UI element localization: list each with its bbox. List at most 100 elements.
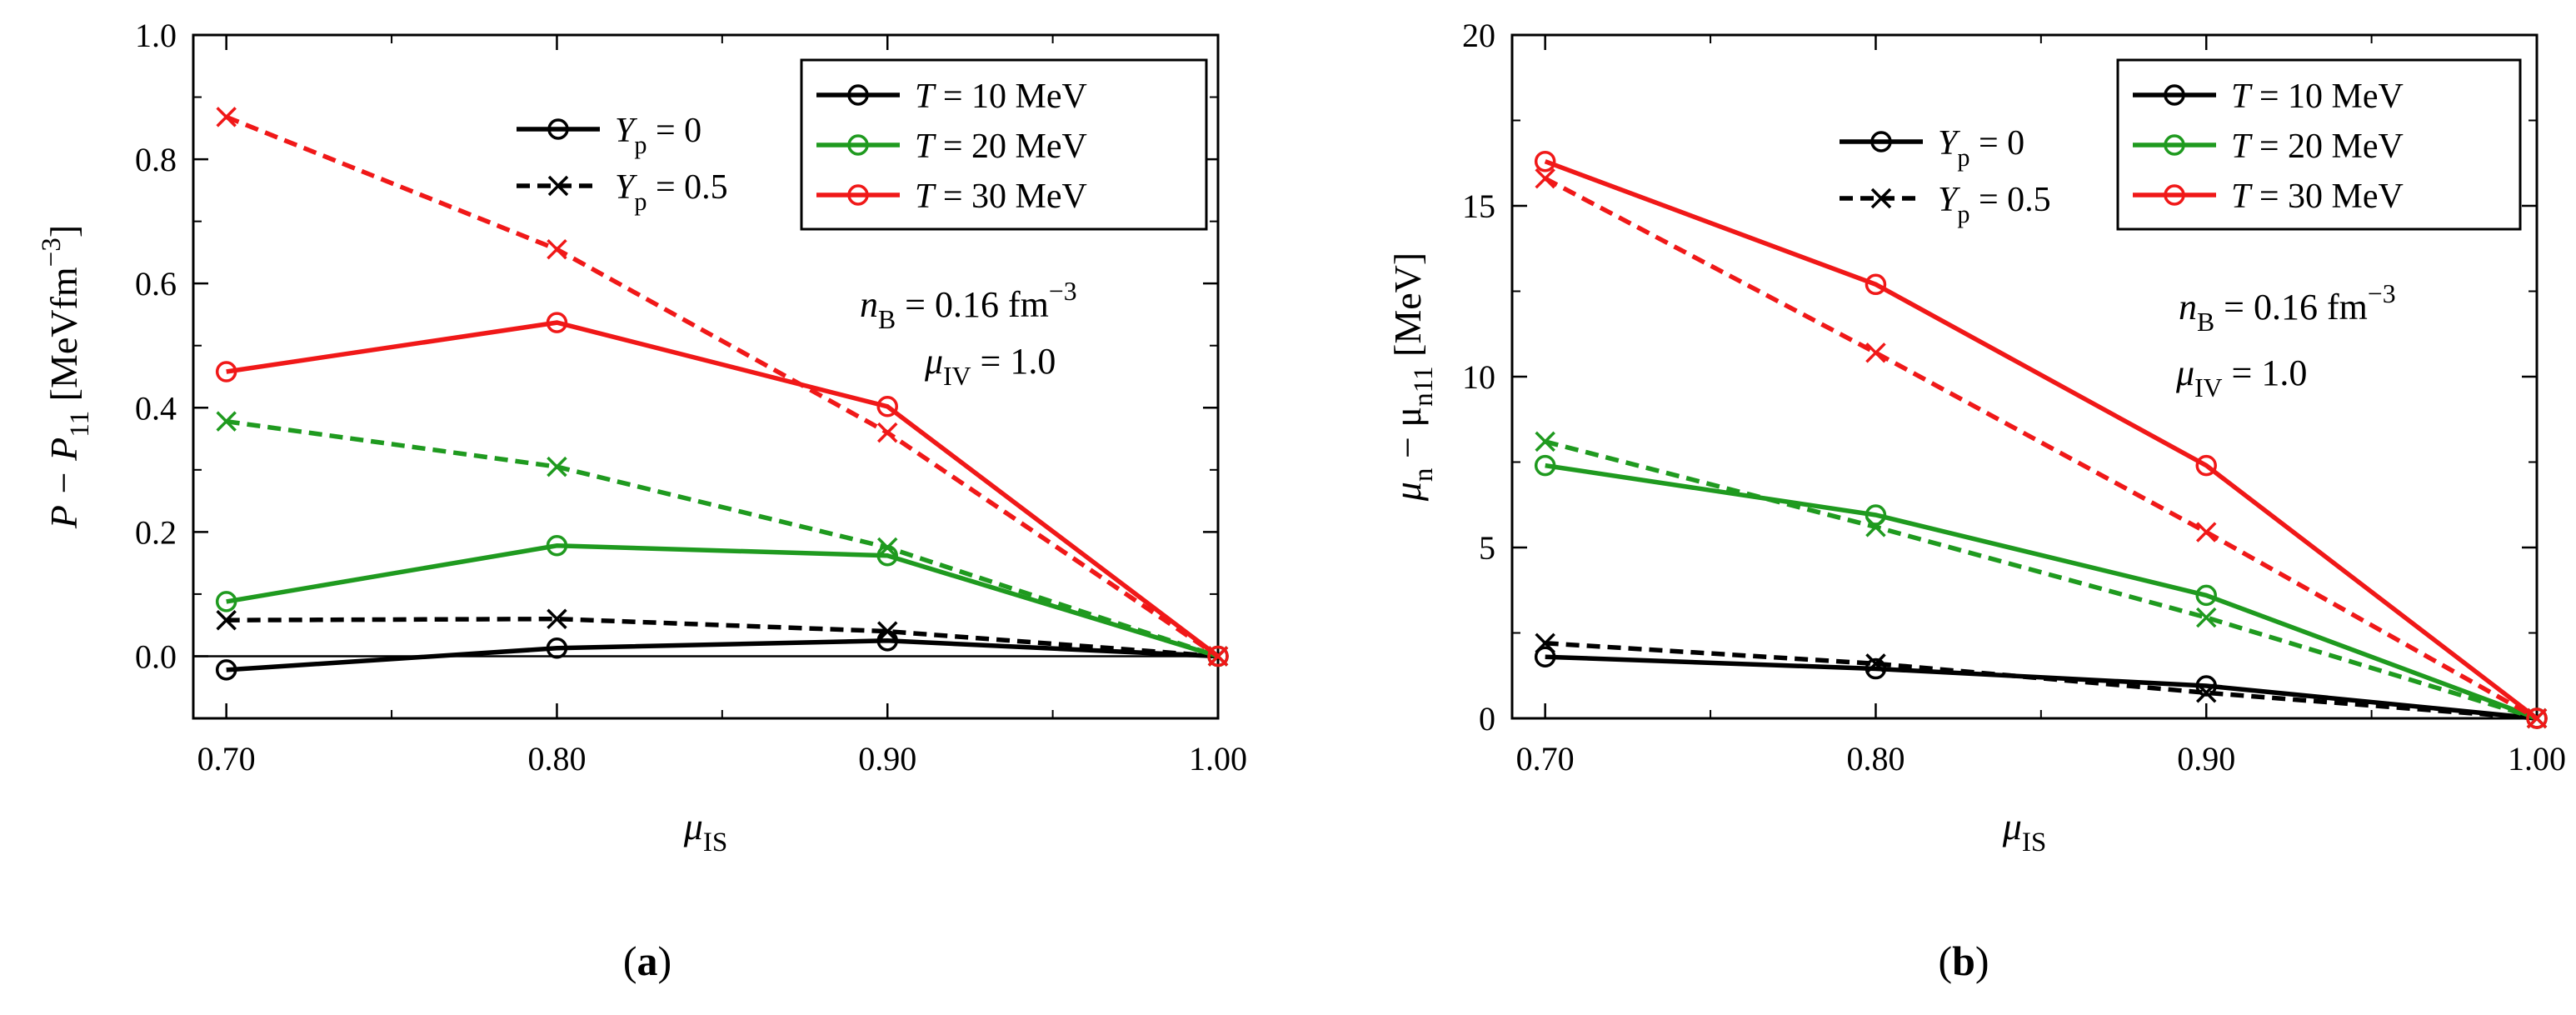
data-point bbox=[1207, 645, 1229, 668]
parameter-annotation-part-2: = 0.16 fm bbox=[896, 284, 1049, 325]
data-point bbox=[1865, 658, 1887, 680]
series-line bbox=[226, 638, 1219, 672]
legend-temperature-label-part-1: = 30 MeV bbox=[934, 178, 1087, 216]
y-tick-label: 1.0 bbox=[135, 17, 177, 54]
parameter-annotation-part-0: n bbox=[860, 284, 878, 325]
y-axis-label-part-4: ] bbox=[42, 225, 85, 238]
legend-style-marker bbox=[547, 175, 569, 197]
y-tick-label: 0 bbox=[1479, 700, 1495, 738]
y-axis-label-part-4: [MeV] bbox=[1386, 252, 1429, 367]
data-point bbox=[876, 537, 898, 558]
legend-style-label-part-1: p bbox=[634, 131, 646, 159]
x-axis-label-part-1: IS bbox=[2022, 827, 2046, 858]
x-tick-label: 0.70 bbox=[1516, 740, 1575, 778]
series-line bbox=[1544, 159, 2539, 721]
data-point bbox=[876, 621, 898, 642]
x-tick-label: 0.80 bbox=[527, 740, 586, 778]
data-point bbox=[216, 411, 237, 432]
data-point bbox=[2195, 682, 2217, 703]
legend-style-label-part-0: Y bbox=[615, 168, 638, 207]
data-point bbox=[547, 608, 567, 629]
parameter-annotation: nB = 0.16 fm−3 bbox=[860, 277, 1077, 334]
legend-temperature-label: T = 30 MeV bbox=[915, 178, 1087, 216]
data-point bbox=[546, 312, 568, 333]
legend-style-label: Yp = 0 bbox=[615, 112, 701, 159]
legend-temperature-label-part-1: = 10 MeV bbox=[934, 78, 1087, 116]
series-line bbox=[1545, 654, 2538, 721]
legend-temperature-label-part-0: T bbox=[2231, 78, 2253, 116]
x-tick-label: 1.00 bbox=[1189, 740, 1247, 778]
data-point bbox=[216, 107, 237, 128]
series-T30-Yp0_5 bbox=[216, 107, 1229, 667]
y-axis-label: μn − μn11 [MeV] bbox=[1386, 252, 1439, 502]
parameter-annotation-part-0: μ bbox=[924, 341, 943, 382]
data-point bbox=[546, 535, 568, 557]
series-T30-Yp0 bbox=[1534, 150, 2548, 729]
legend-temperature-label-part-0: T bbox=[2231, 178, 2253, 216]
panel-label-part: ( bbox=[1938, 938, 1952, 984]
y-axis-label-part-1: n bbox=[1408, 468, 1439, 482]
data-point bbox=[2526, 708, 2548, 729]
legend-temperature-label-part-0: T bbox=[915, 178, 936, 216]
data-point bbox=[1865, 653, 1886, 674]
legend-style-marker bbox=[1870, 188, 1892, 209]
x-axis-label-part-0: μ bbox=[2002, 805, 2022, 848]
y-axis-label-part-1: 11 bbox=[64, 411, 95, 438]
x-axis-label-part-0: μ bbox=[683, 805, 703, 848]
parameter-annotation-part-3: −3 bbox=[1049, 277, 1077, 306]
data-point bbox=[1865, 517, 1886, 538]
data-point bbox=[215, 361, 237, 382]
panel-label: (a) bbox=[623, 938, 671, 984]
data-point bbox=[1207, 646, 1229, 667]
data-point bbox=[2526, 708, 2548, 729]
legend-temperature-marker bbox=[847, 84, 869, 106]
legend-temperature-label-part-1: = 10 MeV bbox=[2250, 78, 2404, 116]
data-point bbox=[216, 609, 237, 631]
legend-temperature-label-part-0: T bbox=[915, 128, 936, 166]
series-T30-Yp0 bbox=[215, 312, 1229, 668]
data-point bbox=[547, 456, 567, 478]
legend-temperature-label-part-0: T bbox=[915, 78, 936, 116]
panel-label: (b) bbox=[1938, 938, 1989, 984]
x-tick-label: 0.80 bbox=[1846, 740, 1905, 778]
parameter-annotation-part-1: B bbox=[878, 305, 896, 334]
series-T20-Yp0_5 bbox=[1535, 431, 2548, 729]
parameter-annotation-part-1: B bbox=[2197, 308, 2214, 337]
legend-temperature-label: T = 10 MeV bbox=[915, 78, 1087, 116]
data-point bbox=[1865, 504, 1887, 526]
y-axis-label-part-2: [MeVfm bbox=[42, 267, 85, 411]
series-line bbox=[1545, 439, 2538, 721]
y-axis-label: P − P11 [MeVfm−3] bbox=[36, 225, 95, 529]
data-point bbox=[1535, 168, 1555, 189]
y-tick-label: 0.8 bbox=[135, 141, 177, 178]
legend-style-label-part-2: = 0 bbox=[646, 112, 701, 150]
legend-style-label: Yp = 0.5 bbox=[1938, 181, 2051, 228]
legend-temperature-marker bbox=[847, 134, 869, 156]
series-line bbox=[226, 418, 1219, 659]
y-tick-label: 10 bbox=[1462, 358, 1495, 396]
data-point bbox=[1865, 342, 1886, 363]
series-T20-Yp0 bbox=[1534, 454, 2548, 729]
legend-temperature-label-part-0: T bbox=[2231, 128, 2253, 166]
legend-temperature-label: T = 30 MeV bbox=[2231, 178, 2404, 216]
y-axis-label-part-2: − μ bbox=[1386, 407, 1429, 468]
x-tick-label: 0.70 bbox=[197, 740, 256, 778]
legend-temperature-label: T = 20 MeV bbox=[2231, 128, 2404, 166]
parameter-annotation-part-2: = 1.0 bbox=[971, 341, 1056, 382]
series-line bbox=[225, 114, 1220, 658]
y-axis-label-part-3: −3 bbox=[36, 238, 67, 267]
parameter-annotation-part-0: n bbox=[2179, 287, 2197, 328]
series-line bbox=[1545, 462, 2538, 721]
data-point bbox=[2195, 584, 2217, 607]
legend-temperature-label-part-1: = 20 MeV bbox=[2250, 128, 2404, 166]
series-T20-Yp0_5 bbox=[216, 411, 1229, 667]
x-axis-label: μIS bbox=[683, 805, 728, 858]
data-point bbox=[2195, 607, 2217, 628]
data-point bbox=[1535, 431, 1555, 452]
panel-label-part: ) bbox=[1975, 938, 1989, 984]
legend-style-label-part-2: = 0.5 bbox=[646, 168, 727, 207]
legend-style-label-part-1: p bbox=[1957, 200, 1969, 228]
data-point bbox=[215, 591, 237, 612]
x-tick-label: 0.90 bbox=[2177, 740, 2235, 778]
